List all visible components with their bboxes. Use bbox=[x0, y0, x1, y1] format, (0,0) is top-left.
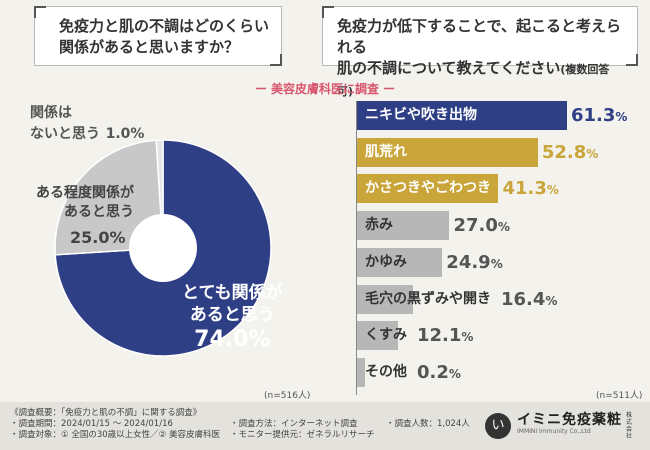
bar-label-3: 赤み bbox=[365, 217, 393, 234]
question-box-1: 免疫力と肌の不調はどのくらい 関係があると思いますか？ bbox=[34, 6, 282, 66]
corner-mark bbox=[34, 6, 46, 18]
logo-side-text: 株式会社 bbox=[626, 412, 633, 440]
bar-label-4: かゆみ bbox=[365, 253, 407, 270]
pie-label-some-line-1: ある程度関係が bbox=[36, 185, 134, 201]
logo-subtitle: IMMINI Immunity Co.,Ltd bbox=[517, 428, 591, 435]
bar-4: かゆみ bbox=[357, 247, 443, 277]
pie-center-hole bbox=[129, 214, 197, 282]
bar-value-4: 24.9% bbox=[446, 251, 503, 273]
footer: 《調査概要：「免疫力と肌の不調」に関する調査》 ・調査期間：2024/01/15… bbox=[0, 402, 650, 450]
survey-label: ー 美容皮膚科医に調査 ー bbox=[254, 82, 396, 96]
pie-slice-1 bbox=[54, 139, 164, 256]
corner-mark bbox=[270, 54, 282, 66]
logo-name: イミニ免疫薬粧 bbox=[517, 412, 622, 428]
pie-label-some: ある程度関係が あると思う 25.0% bbox=[36, 184, 134, 247]
pie-label-none-line-1: 関係は bbox=[30, 105, 72, 121]
footer-line-provider: ・モニター提供元：ゼネラルリサーチ bbox=[230, 430, 375, 440]
corner-mark bbox=[626, 54, 638, 66]
question-2-note: (複数回答可) bbox=[337, 63, 610, 98]
bar-value-5: 16.4% bbox=[501, 288, 558, 310]
pie-label-very-line-1: とても関係が bbox=[182, 283, 283, 303]
footer-method-info: ・調査方法：インターネット調査 ・モニター提供元：ゼネラルリサーチ bbox=[230, 419, 375, 441]
pie-sample-size: (n=516人) bbox=[264, 391, 311, 401]
bar-label-7: その他 bbox=[365, 363, 407, 380]
bar-value-0: 61.3% bbox=[571, 105, 628, 126]
bar-value-2: 41.3% bbox=[502, 178, 559, 200]
bar-label-1: 肌荒れ bbox=[365, 143, 407, 160]
bar-1: 肌荒れ bbox=[357, 137, 538, 167]
question-1-line-1: 免疫力と肌の不調はどのくらい bbox=[59, 17, 270, 35]
footer-line-target: ・調査対象：① 全国の30歳以上女性／② 美容皮膚科医 bbox=[10, 430, 220, 440]
pie-label-very-line-2: あると思う bbox=[189, 305, 275, 325]
pie-chart bbox=[54, 139, 272, 357]
pie-value-none: 1.0% bbox=[105, 126, 145, 142]
pie-value-some: 25.0% bbox=[70, 228, 126, 247]
bar-5: 毛穴の黒ずみや開き bbox=[357, 284, 491, 314]
footer-line-period: ・調査期間：2024/01/15 ～ 2024/01/16 bbox=[10, 419, 173, 429]
corner-mark bbox=[322, 6, 334, 18]
bar-2: かさつきやごわつき bbox=[357, 174, 499, 204]
bar-0: ニキビや吹き出物 bbox=[357, 101, 567, 130]
pie-label-some-line-2: あると思う bbox=[64, 204, 134, 220]
question-2-line-1: 免疫力が低下することで、起こると考えられる bbox=[337, 17, 621, 56]
footer-survey-info: 《調査概要：「免疫力と肌の不調」に関する調査》 ・調査期間：2024/01/15… bbox=[10, 408, 220, 441]
pie-label-none-line-2: ないと思う bbox=[30, 126, 100, 142]
bar-label-6: くすみ bbox=[365, 327, 407, 344]
bar-3: 赤み bbox=[357, 211, 450, 241]
logo-mark-icon: い bbox=[485, 413, 511, 439]
bar-value-7: 0.2% bbox=[417, 361, 461, 383]
bar-value-3: 27.0% bbox=[453, 215, 510, 237]
pie-label-none: 関係は ないと思う 1.0% bbox=[30, 104, 144, 144]
bar-axis-line bbox=[356, 101, 357, 395]
bar-7: その他 bbox=[357, 357, 407, 387]
footer-count-info: ・調査人数：1,024人 bbox=[386, 419, 470, 430]
question-1-line-2: 関係があると思いますか？ bbox=[59, 38, 240, 56]
bar-label-0: ニキビや吹き出物 bbox=[365, 107, 477, 123]
footer-line-count: ・調査人数：1,024人 bbox=[386, 419, 470, 429]
bar-6: くすみ bbox=[357, 321, 407, 351]
bar-value-6: 12.1% bbox=[417, 325, 474, 347]
bar-value-1: 52.8% bbox=[541, 141, 599, 163]
bar-label-5: 毛穴の黒ずみや開き bbox=[365, 290, 491, 307]
footer-line-title: 《調査概要：「免疫力と肌の不調」に関する調査》 bbox=[10, 408, 202, 418]
pie-value-very: 74.0% bbox=[194, 327, 271, 352]
question-2-line-2: 肌の不調について教えてください bbox=[337, 59, 561, 77]
company-logo: い イミニ免疫薬粧 IMMINI Immunity Co.,Ltd 株式会社 bbox=[485, 412, 636, 440]
question-box-2: 免疫力が低下することで、起こると考えられる 肌の不調について教えてください(複数… bbox=[322, 6, 638, 98]
footer-line-method: ・調査方法：インターネット調査 bbox=[230, 419, 358, 429]
pie-label-very: とても関係が あると思う 74.0% bbox=[182, 282, 283, 352]
bar-label-2: かさつきやごわつき bbox=[365, 180, 491, 197]
bar-sample-size: (n=511人) bbox=[596, 391, 643, 401]
